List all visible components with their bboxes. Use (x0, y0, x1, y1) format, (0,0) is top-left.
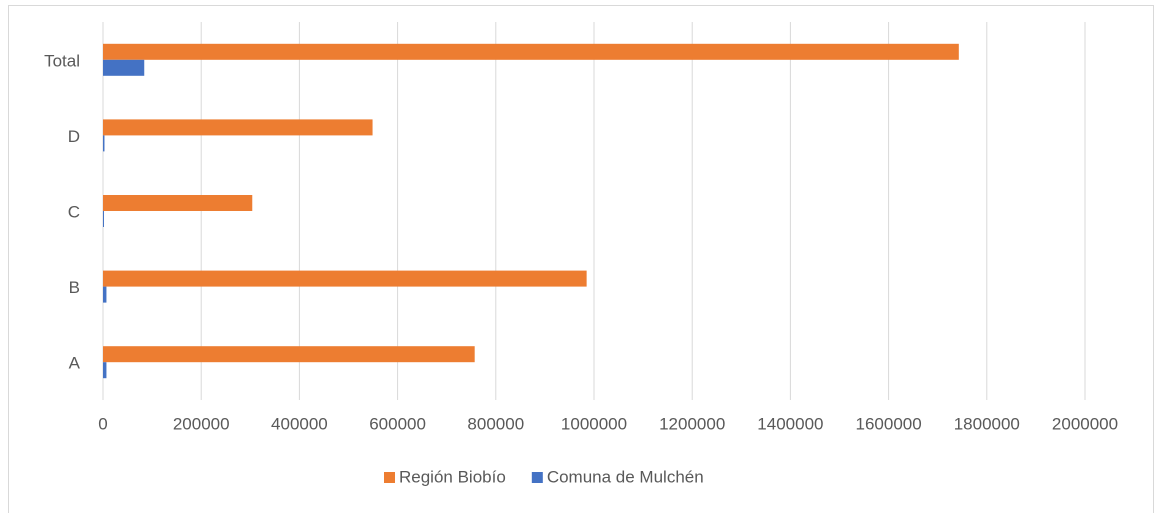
bar (103, 286, 107, 303)
x-tick-label: 200000 (173, 414, 230, 433)
y-tick-label: C (68, 202, 80, 221)
x-tick-label: 1000000 (561, 414, 627, 433)
x-tick-label: 1800000 (954, 414, 1020, 433)
bar (103, 195, 253, 211)
bar (103, 346, 475, 363)
x-tick-label: 1600000 (856, 414, 922, 433)
bar (103, 59, 145, 76)
x-tick-label: 0 (98, 414, 107, 433)
legend-label: Comuna de Mulchén (547, 467, 704, 486)
y-tick-label: Total (44, 51, 80, 70)
bar (103, 362, 107, 379)
x-tick-label: 600000 (369, 414, 426, 433)
legend-swatch (531, 472, 543, 483)
x-tick-label: 800000 (467, 414, 524, 433)
x-tick-label: 1200000 (659, 414, 725, 433)
x-tick-label: 1400000 (757, 414, 823, 433)
y-tick-label: B (69, 278, 80, 297)
bar (103, 270, 587, 287)
y-tick-label: D (68, 127, 80, 146)
x-tick-label: 2000000 (1052, 414, 1118, 433)
legend-label: Región Biobío (399, 467, 506, 486)
chart-border (8, 5, 1154, 513)
bar (103, 211, 104, 227)
x-tick-label: 400000 (271, 414, 328, 433)
legend-swatch (384, 472, 395, 483)
bar (103, 135, 105, 152)
y-tick-label: A (69, 354, 81, 373)
bar (103, 119, 373, 136)
bar (103, 43, 959, 60)
